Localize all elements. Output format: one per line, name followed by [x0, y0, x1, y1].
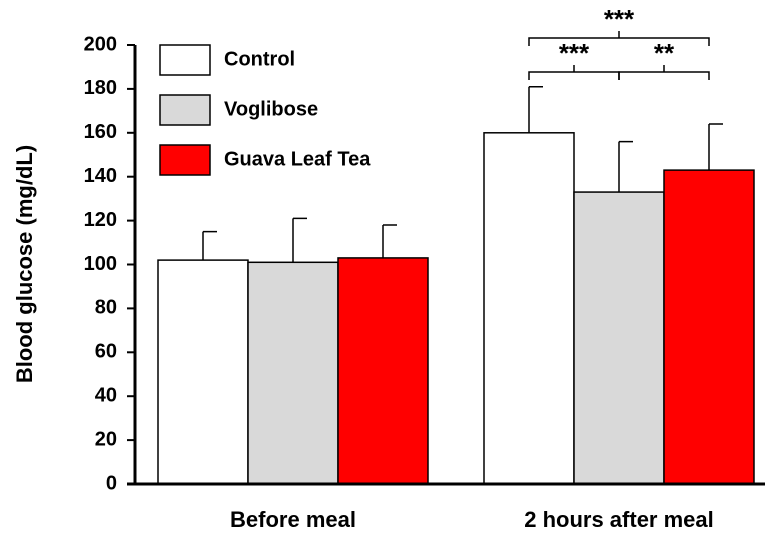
x-tick-label: 2 hours after meal: [524, 507, 714, 532]
error-bar: [292, 217, 307, 263]
legend-swatch: [159, 94, 211, 126]
y-tick-label: 80: [95, 297, 117, 319]
bar: [483, 132, 575, 485]
bar: [247, 261, 339, 485]
y-tick-label: 100: [84, 253, 117, 275]
y-tick-label: 140: [84, 165, 117, 187]
y-tick-label: 20: [95, 428, 117, 450]
bar: [573, 191, 665, 485]
error-bar: [528, 85, 543, 133]
legend-swatch: [159, 44, 211, 76]
legend-label: Control: [224, 48, 295, 70]
bar: [663, 169, 755, 485]
x-tick-label: Before meal: [230, 507, 356, 532]
y-tick-label: 40: [95, 384, 117, 406]
error-bar: [618, 140, 633, 193]
legend-label: Guava Leaf Tea: [224, 148, 371, 170]
legend-label: Voglibose: [224, 98, 318, 120]
significance-label: ***: [604, 4, 635, 34]
bar: [157, 259, 249, 485]
significance-label: **: [654, 38, 675, 68]
y-tick-label: 160: [84, 121, 117, 143]
significance-bracket: [528, 31, 710, 46]
y-tick-label: 0: [106, 472, 117, 494]
y-tick-label: 180: [84, 77, 117, 99]
bar: [337, 257, 429, 485]
y-tick-label: 200: [84, 33, 117, 55]
significance-bracket: [618, 65, 710, 80]
y-tick-label: 60: [95, 341, 117, 363]
error-bar: [202, 230, 217, 261]
error-bar: [382, 224, 397, 258]
significance-label: ***: [559, 38, 590, 68]
error-bar: [708, 123, 723, 171]
y-axis-label: Blood glucose (mg/dL): [12, 145, 37, 383]
y-tick-label: 120: [84, 209, 117, 231]
legend-swatch: [159, 144, 211, 176]
